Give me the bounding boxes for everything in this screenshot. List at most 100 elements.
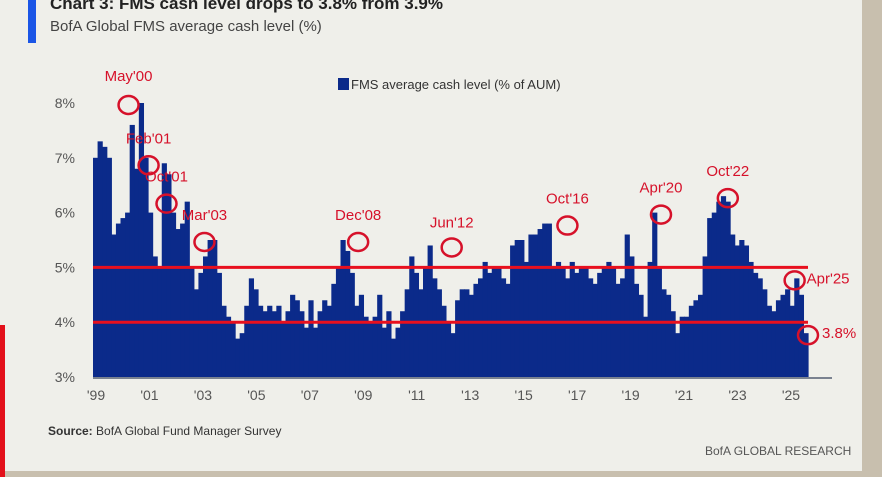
- bar: [221, 305, 227, 377]
- bar: [546, 223, 552, 377]
- x-axis-ticks: '99 '01 '03 '05 '07 '09 '11 '13 '15 '17 '19 '21 '23 '…: [87, 387, 800, 403]
- y-tick-label: 8%: [55, 95, 75, 111]
- bar: [152, 256, 158, 377]
- annotation-circle: [346, 231, 370, 253]
- bar: [629, 256, 635, 377]
- bar: [138, 103, 145, 377]
- reference-lines: [93, 265, 808, 324]
- bar: [638, 294, 644, 377]
- annotation-label: Oct'16: [546, 191, 589, 208]
- annotation-label: 3.8%: [822, 325, 856, 342]
- bar: [624, 234, 630, 377]
- x-tick-label: '19: [621, 387, 639, 403]
- bar: [184, 201, 190, 377]
- x-tick-label: '07: [301, 387, 319, 403]
- bar: [271, 311, 277, 377]
- bar: [267, 305, 273, 377]
- bar: [170, 212, 177, 377]
- legend-swatch: [338, 78, 349, 90]
- source-note: Source: BofA Global Fund Manager Survey: [48, 424, 281, 438]
- bar: [193, 289, 200, 377]
- bar: [555, 261, 562, 377]
- bar: [528, 234, 534, 377]
- bar: [533, 234, 539, 377]
- bar: [436, 289, 442, 377]
- bar: [707, 218, 713, 377]
- bar: [161, 163, 167, 377]
- bar: [565, 278, 571, 377]
- y-tick-label: 6%: [55, 205, 75, 221]
- bar: [299, 311, 305, 377]
- brand-footer: BofA GLOBAL RESEARCH: [705, 444, 852, 458]
- bar: [652, 212, 658, 377]
- bars-group: [93, 103, 809, 377]
- bar: [432, 278, 438, 377]
- bar: [134, 168, 140, 377]
- x-tick-label: '99: [87, 387, 105, 403]
- bar: [734, 245, 740, 377]
- bar: [459, 289, 465, 377]
- x-tick-label: '17: [568, 387, 586, 403]
- bar: [753, 272, 759, 377]
- bar: [569, 261, 575, 377]
- annotation-circle: [716, 187, 740, 209]
- bar: [290, 294, 296, 377]
- bar: [716, 201, 722, 377]
- bar: [303, 327, 310, 377]
- bar: [592, 283, 598, 377]
- bar: [239, 333, 245, 377]
- bar: [203, 256, 209, 377]
- bar: [253, 289, 259, 377]
- bar: [785, 289, 791, 377]
- x-tick-label: '05: [247, 387, 265, 403]
- bar: [198, 272, 204, 377]
- bar: [665, 294, 672, 377]
- y-axis-ticks: 3% 4% 5% 6% 7% 8%: [55, 95, 75, 385]
- bar: [693, 300, 699, 377]
- bar: [464, 289, 470, 377]
- bar: [789, 305, 795, 377]
- bar: [166, 174, 172, 377]
- bar: [757, 278, 763, 377]
- legend-label: FMS average cash level (% of AUM): [351, 77, 561, 92]
- annotation-circle: [155, 193, 178, 214]
- bar: [225, 316, 232, 377]
- bar: [345, 250, 351, 377]
- bar: [230, 322, 236, 377]
- bar: [780, 294, 786, 377]
- bar: [120, 218, 126, 377]
- bar: [798, 294, 805, 377]
- bar: [482, 261, 488, 377]
- bar: [129, 124, 135, 377]
- bar: [720, 196, 727, 377]
- bar: [725, 201, 731, 377]
- y-tick-label: 4%: [55, 314, 75, 330]
- annotation-circle: [796, 324, 820, 346]
- annotation-circle: [137, 155, 160, 176]
- bar: [698, 294, 704, 377]
- bar: [455, 300, 461, 377]
- y-tick-label: 3%: [55, 369, 75, 385]
- bar: [487, 272, 493, 377]
- bar: [702, 256, 708, 377]
- annotation-label: Feb'01: [126, 130, 171, 147]
- bar: [175, 229, 181, 377]
- bar: [739, 240, 745, 377]
- bar: [450, 333, 456, 377]
- x-tick-label: '09: [354, 387, 372, 403]
- bar: [523, 261, 530, 377]
- bar: [285, 311, 291, 377]
- bar: [313, 327, 319, 377]
- side-red-frame: [0, 325, 5, 477]
- bar: [478, 278, 484, 377]
- bar: [675, 333, 681, 377]
- x-tick-label: '15: [515, 387, 533, 403]
- x-tick-label: '11: [408, 387, 425, 403]
- chart-subtitle: BofA Global FMS average cash level (%): [50, 18, 322, 35]
- bar: [244, 305, 250, 377]
- bar: [633, 283, 640, 377]
- annotation-label: Oct'01: [145, 169, 188, 186]
- annotation-circle: [440, 237, 463, 258]
- bar: [445, 322, 452, 377]
- bar: [661, 289, 667, 377]
